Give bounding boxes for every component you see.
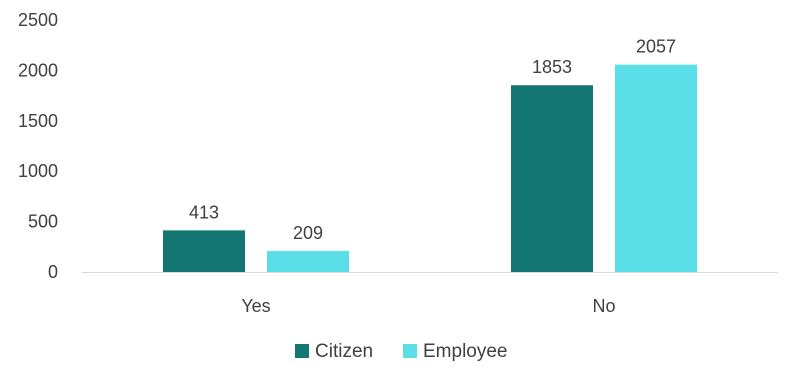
data-label: 2057 (636, 37, 676, 57)
data-label: 413 (189, 202, 219, 222)
x-axis: Yes No (82, 272, 778, 316)
legend: Citizen Employee (295, 341, 508, 362)
y-tick-label: 2000 (18, 60, 58, 80)
bar-citizen-no (511, 85, 593, 273)
y-tick-label: 0 (48, 262, 58, 282)
legend-label-citizen: Citizen (315, 341, 373, 362)
bar-employee-no (615, 64, 697, 272)
y-tick-label: 2500 (18, 10, 58, 30)
x-tick-label: Yes (241, 296, 270, 316)
bars (163, 64, 697, 273)
data-label: 1853 (532, 57, 572, 77)
legend-label-employee: Employee (423, 341, 508, 362)
bar-citizen-yes (163, 230, 245, 272)
legend-swatch-citizen (295, 344, 309, 358)
legend-swatch-employee (403, 344, 417, 358)
x-tick-label: No (592, 296, 615, 316)
y-tick-label: 1000 (18, 161, 58, 181)
y-tick-label: 1500 (18, 111, 58, 131)
data-labels: 413 209 1853 2057 (189, 37, 676, 243)
data-label: 209 (293, 223, 323, 243)
bar-employee-yes (267, 250, 349, 272)
y-tick-label: 500 (28, 212, 58, 232)
y-axis: 0 500 1000 1500 2000 2500 (18, 10, 58, 282)
